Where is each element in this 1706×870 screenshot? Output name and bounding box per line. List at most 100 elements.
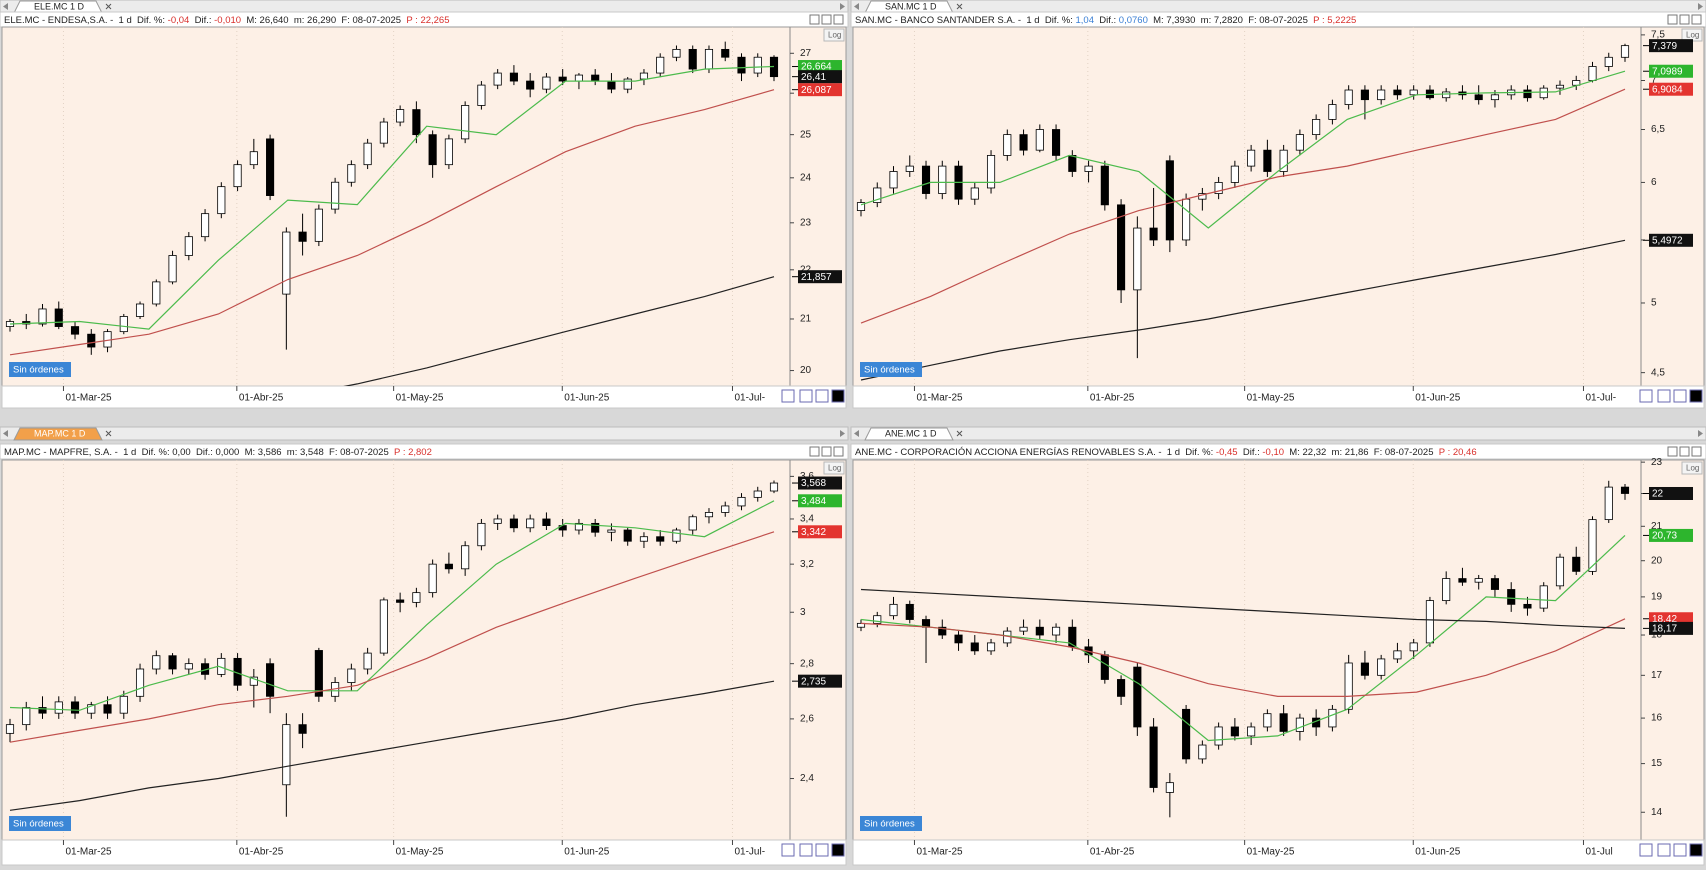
- y-tick-label: 16: [1651, 713, 1663, 724]
- candle-body: [1474, 94, 1483, 101]
- window-button[interactable]: [821, 14, 832, 25]
- y-tick-label: 21: [800, 314, 812, 325]
- tab-scroll-right[interactable]: [840, 3, 845, 10]
- tab-close[interactable]: [956, 430, 963, 437]
- candle-body: [1588, 66, 1597, 81]
- tab-label[interactable]: MAP.MC 1 D: [34, 428, 86, 438]
- window-button[interactable]: [821, 446, 832, 457]
- scale-button-label[interactable]: Log: [828, 464, 841, 473]
- tab-strip: [850, 426, 1706, 441]
- navigation-button[interactable]: [799, 843, 813, 857]
- navigation-button[interactable]: [1657, 389, 1671, 403]
- chart-panel: SAN.MC 1 D SAN.MC - BANCO SANTANDER S.A. …: [850, 0, 1706, 409]
- candle-body: [688, 48, 697, 70]
- window-button[interactable]: [833, 14, 844, 25]
- tab-label[interactable]: SAN.MC 1 D: [885, 1, 937, 11]
- x-tick-label: 01-Mar-25: [65, 847, 112, 858]
- navigation-button[interactable]: [1673, 389, 1687, 403]
- candle-body: [1555, 84, 1565, 89]
- header-segment: 1,04: [1075, 15, 1094, 26]
- tab-label[interactable]: ANE.MC 1 D: [885, 428, 937, 438]
- tab-label[interactable]: ELE.MC 1 D: [34, 1, 85, 11]
- navigation-button[interactable]: [831, 389, 845, 403]
- window-button[interactable]: [1691, 14, 1702, 25]
- navigation-button[interactable]: [1657, 843, 1671, 857]
- price-tag-label: 2,735: [801, 676, 826, 687]
- plot-area: [1, 26, 847, 387]
- candle-body: [986, 155, 996, 189]
- y-tick-label: 27: [800, 48, 812, 59]
- candle-body: [477, 522, 486, 547]
- navigation-button[interactable]: [1639, 389, 1653, 403]
- price-tag: [1649, 82, 1693, 96]
- candle-body: [363, 142, 372, 166]
- navigation-button[interactable]: [781, 843, 795, 857]
- tab[interactable]: [13, 427, 103, 441]
- candle-body: [623, 78, 632, 90]
- scale-button-label[interactable]: Log: [828, 31, 841, 40]
- candle-body: [1084, 165, 1093, 172]
- scale-button-label[interactable]: Log: [1686, 31, 1699, 40]
- candle-body: [1360, 89, 1369, 101]
- orders-badge-label: Sin órdenes: [864, 365, 915, 376]
- x-tick-label: 01-Jul: [1585, 847, 1612, 858]
- navigation-button[interactable]: [1689, 389, 1703, 403]
- navigation-button[interactable]: [1639, 843, 1653, 857]
- x-tick-label: 01-May-25: [1247, 393, 1295, 404]
- candle-body: [217, 186, 226, 215]
- tab[interactable]: [864, 427, 954, 441]
- candle-body: [347, 668, 356, 683]
- navigation-button[interactable]: [1673, 843, 1687, 857]
- candle-body: [363, 652, 372, 670]
- candle-body: [639, 536, 649, 542]
- price-tag-label: 20,73: [1652, 531, 1677, 542]
- window-button[interactable]: [1679, 14, 1690, 25]
- tab-scroll-left[interactable]: [854, 430, 859, 437]
- tab-scroll-left[interactable]: [854, 3, 859, 10]
- candle-body: [905, 603, 914, 620]
- candle-body: [1100, 654, 1109, 680]
- tab-scroll-left[interactable]: [3, 3, 8, 10]
- y-tick-label: 25: [800, 129, 812, 140]
- tab-close[interactable]: [956, 3, 963, 10]
- tab-scroll-right[interactable]: [1698, 3, 1703, 10]
- scale-button-label[interactable]: Log: [1686, 464, 1699, 473]
- candle-body: [970, 187, 979, 200]
- average-line: [9, 680, 775, 811]
- scale-button[interactable]: [1681, 461, 1703, 475]
- y-tick-label: 23: [1651, 457, 1663, 468]
- candle-body: [1360, 662, 1369, 676]
- scale-button[interactable]: [823, 28, 845, 42]
- x-tick-label: 01-Jul-: [734, 847, 765, 858]
- scale-button[interactable]: [823, 461, 845, 475]
- candle-body: [1539, 87, 1548, 99]
- window-button[interactable]: [1691, 446, 1702, 457]
- y-tick-label: 22: [800, 264, 812, 275]
- candle-body: [22, 707, 31, 726]
- candle-body: [249, 151, 258, 166]
- window-button[interactable]: [1667, 446, 1678, 457]
- window-button[interactable]: [1679, 446, 1690, 457]
- candle-body: [856, 202, 866, 211]
- tab-scroll-right[interactable]: [840, 430, 845, 437]
- candle-body: [184, 663, 193, 670]
- candle-body: [1393, 89, 1402, 96]
- navigation-button[interactable]: [815, 389, 829, 403]
- window-button[interactable]: [1667, 14, 1678, 25]
- window-button[interactable]: [833, 446, 844, 457]
- window-button[interactable]: [809, 446, 820, 457]
- tab-scroll-left[interactable]: [3, 430, 8, 437]
- navigation-button[interactable]: [781, 389, 795, 403]
- window-button[interactable]: [809, 14, 820, 25]
- price-tag-label: 18,42: [1652, 614, 1677, 625]
- x-tick-label: 01-Abr-25: [1090, 393, 1135, 404]
- tab-close[interactable]: [105, 430, 112, 437]
- tab-close[interactable]: [105, 3, 112, 10]
- navigation-button[interactable]: [831, 843, 845, 857]
- navigation-button[interactable]: [815, 843, 829, 857]
- candle-body: [672, 529, 681, 542]
- navigation-button[interactable]: [1689, 843, 1703, 857]
- tab-scroll-right[interactable]: [1698, 430, 1703, 437]
- navigation-button[interactable]: [799, 389, 813, 403]
- candle-body: [905, 165, 914, 172]
